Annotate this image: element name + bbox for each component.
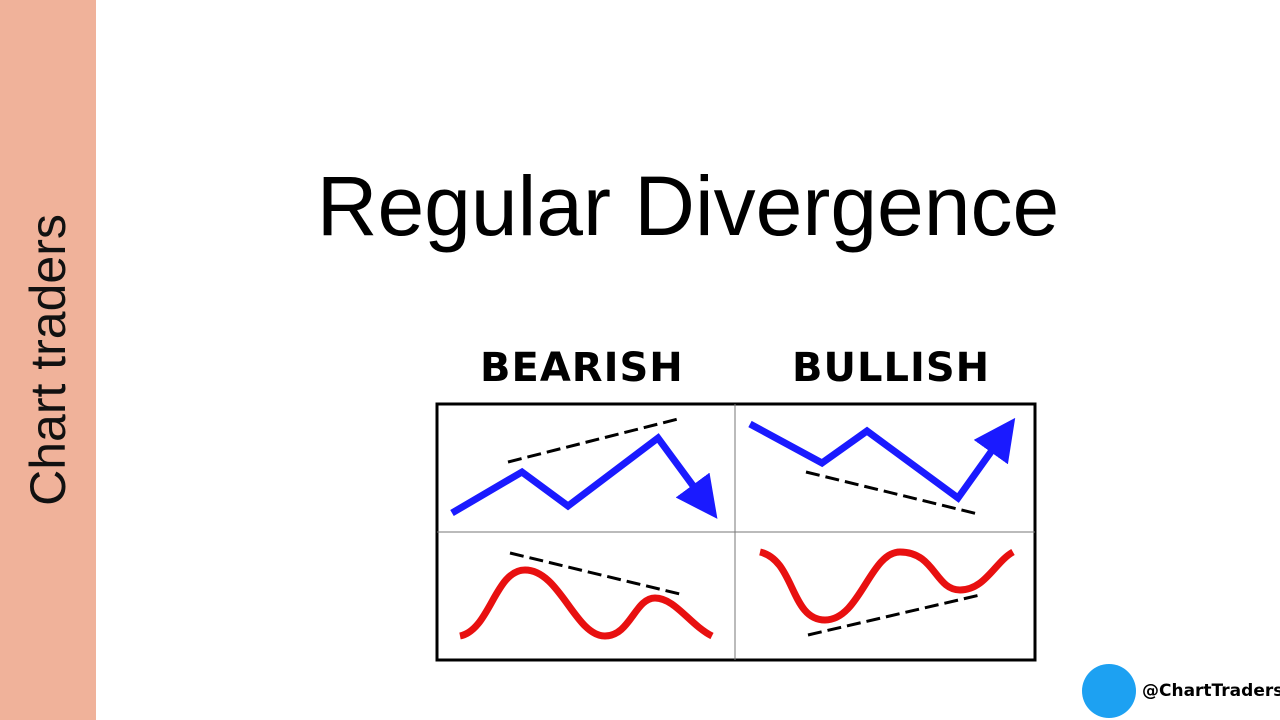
title: Regular Divergence [316,159,1060,253]
trendline [507,416,683,464]
indicator-line [458,566,714,640]
handle: @ChartTraders [1142,681,1280,701]
sidebar: Chart traders [0,0,96,720]
twitter-icon [1082,664,1136,718]
column-label: BEARISH [480,345,684,391]
trendline [807,593,981,637]
price-line [748,417,1016,503]
column-label: BULLISH [792,345,991,391]
trendline [509,551,685,597]
price-line [450,433,718,519]
footer: @ChartTraders [1082,664,1280,718]
indicator-line [758,548,1015,624]
trendline [805,470,979,516]
